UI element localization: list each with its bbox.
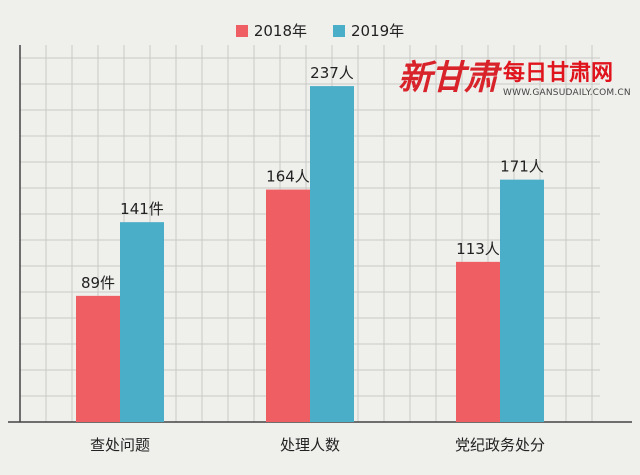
x-tick-label-1: 查处问题 <box>90 436 150 454</box>
watermark-logo: 新甘肃 每日甘肃网 WWW.GANSUDAILY.COM.CN <box>398 58 631 108</box>
data-label-2019-3: 171人 <box>500 158 544 176</box>
data-label-2018-1: 89件 <box>81 274 115 292</box>
legend-item-2018: 2018年 <box>235 20 307 41</box>
x-tick-label-3: 党纪政务处分 <box>455 436 545 454</box>
watermark-brand: 每日甘肃网 <box>503 61 614 86</box>
legend-swatch-2018 <box>235 24 248 37</box>
bar-2018-3 <box>456 261 500 422</box>
bar-2019-1 <box>120 222 164 422</box>
bar-2019-2 <box>310 86 354 422</box>
watermark-url: WWW.GANSUDAILY.COM.CN <box>503 88 631 98</box>
legend-label-2019: 2019年 <box>351 22 405 40</box>
legend-label-2018: 2018年 <box>253 22 307 40</box>
bar-2019-3 <box>500 179 544 422</box>
data-label-2018-3: 113人 <box>456 240 500 258</box>
watermark-logo-text: 新甘肃 <box>398 58 498 98</box>
data-label-2019-1: 141件 <box>120 200 164 218</box>
data-label-2018-2: 164人 <box>266 168 310 186</box>
bar-2018-1 <box>76 295 120 422</box>
x-tick-label-2: 处理人数 <box>280 436 340 454</box>
legend-swatch-2019 <box>333 24 345 37</box>
legend-item-2019: 2019年 <box>333 20 404 41</box>
data-label-2019-2: 237人 <box>310 64 354 82</box>
legend: 2018年 2019年 <box>0 20 640 41</box>
bar-2018-2 <box>266 189 310 422</box>
